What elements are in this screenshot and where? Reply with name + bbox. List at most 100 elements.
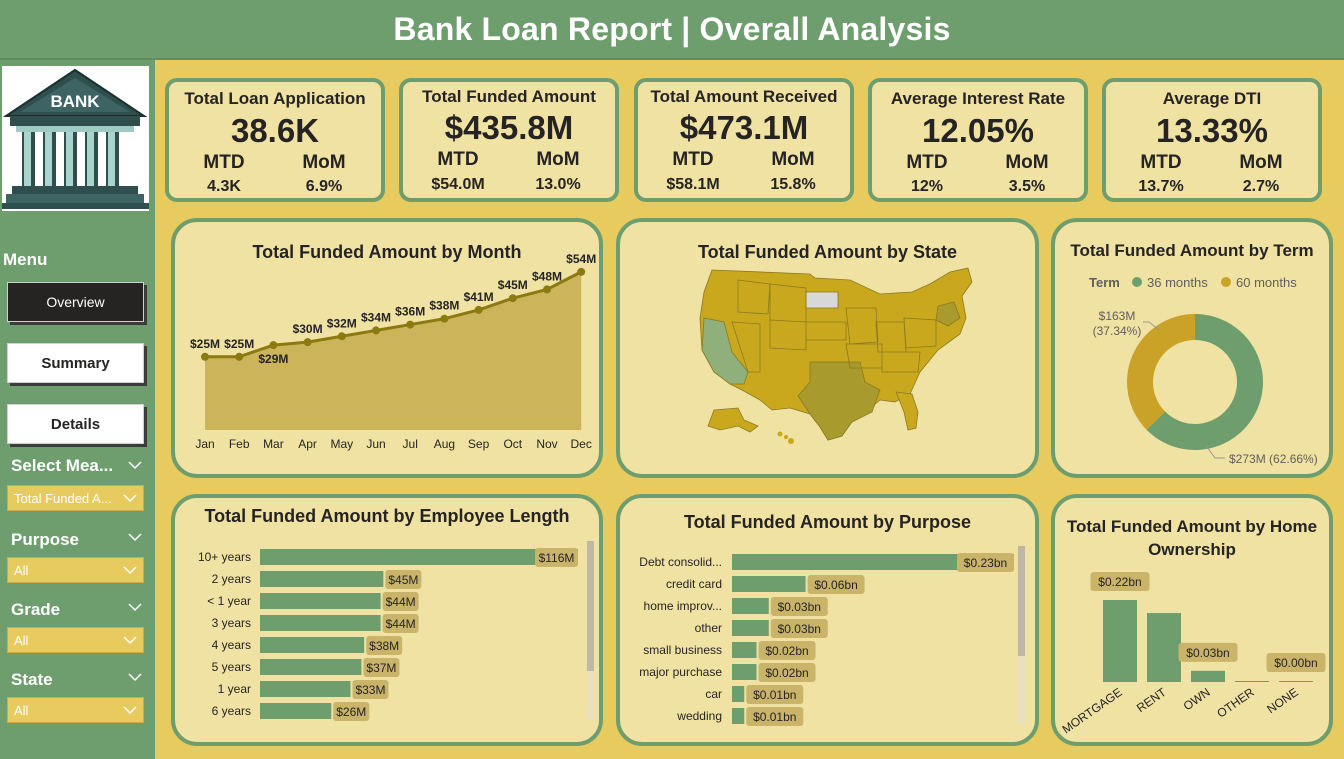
data-point[interactable] [508,294,517,303]
category-label: 1 year [218,682,251,696]
page-title: Bank Loan Report | Overall Analysis [393,10,951,47]
alaska-region[interactable] [707,407,759,433]
donut-slice[interactable] [1127,314,1195,430]
bar[interactable] [1279,681,1313,682]
bar[interactable] [732,664,757,680]
bar[interactable] [1103,600,1137,682]
data-point[interactable] [201,352,209,361]
data-label-bg [333,702,370,721]
kpi-value: $435.8M [444,109,574,146]
select-measure-dropdown[interactable]: Total Funded A... [7,485,144,511]
chart-title: Total Funded Amount by Employee Length [204,506,570,526]
data-label: $38M [429,299,459,313]
us-map-lower48[interactable] [699,267,973,441]
california-region [701,317,749,385]
data-point[interactable] [406,320,415,329]
purpose-dropdown[interactable]: All [7,557,144,583]
bar[interactable] [732,598,769,614]
data-point[interactable] [337,332,346,341]
bar[interactable] [732,554,1014,570]
us-state-map[interactable] [620,222,1035,474]
data-point[interactable] [440,314,449,323]
bar[interactable] [260,703,332,719]
term-donut-chart[interactable]: Term 36 months 60 months $273M (62.66%) $163… [1055,222,1329,474]
chart-card-purpose: Total Funded Amount by Purpose Debt cons… [616,494,1039,746]
chevron-down-icon[interactable] [128,460,142,470]
bar[interactable] [260,681,351,697]
menu-title: Menu [3,250,48,269]
legend-item[interactable]: 36 months [1147,275,1208,290]
kpi-mtd-label: MTD [203,152,245,173]
data-point[interactable] [474,305,483,314]
bar[interactable] [260,615,381,631]
state-value: All [14,702,29,718]
sidebar: BANK Menu Overview Summary Details Selec… [0,60,155,759]
kpi-mtd-label: MTD [1140,152,1182,173]
bar[interactable] [260,637,365,653]
legend-item[interactable]: 60 months [1236,275,1297,290]
bar[interactable] [732,708,745,724]
data-label: $0.03bn [778,600,821,614]
chart-card-state: Total Funded Amount by State [616,218,1039,478]
category-label: other [695,621,722,635]
data-label: $0.22bn [1098,575,1141,589]
hawaii-region[interactable] [777,431,795,445]
grade-dropdown[interactable]: All [7,627,144,653]
data-label: $54M [566,252,596,266]
category-label: home improv... [644,599,722,613]
data-point[interactable] [577,267,586,276]
bar[interactable] [1191,670,1225,682]
category-label: major purchase [639,665,722,679]
donut-slice[interactable] [1146,314,1263,450]
data-point[interactable] [303,338,312,347]
data-label: $25M [190,337,220,351]
x-tick-label: Jan [195,437,214,451]
bar[interactable] [732,686,745,702]
bar[interactable] [732,620,769,636]
employee-length-bar-chart[interactable]: 10+ years $116M 2 years $45M < 1 year $44M 3 y… [175,498,599,742]
details-button[interactable]: Details [7,404,144,444]
category-label: credit card [666,577,722,591]
data-label: $37M [366,661,396,675]
category-label: 2 years [212,572,251,586]
bar[interactable] [732,642,757,658]
x-tick-label: NONE [1264,685,1300,716]
data-point[interactable] [269,341,278,350]
chevron-down-icon[interactable] [128,672,142,682]
kpi-mom-value: 2.7% [1242,178,1280,195]
bar[interactable] [260,593,381,609]
bank-logo: BANK [2,66,149,211]
purpose-slicer-title: Purpose [11,530,80,549]
kpi-mom-label: MoM [1239,152,1283,173]
overview-button[interactable]: Overview [7,282,144,322]
data-label: $48M [532,269,562,283]
kpi-value: $473.1M [679,109,809,146]
purpose-bar-chart[interactable]: Debt consolid... $0.23bn credit card $0.06b… [620,498,1035,742]
bar[interactable] [1147,613,1181,682]
data-point[interactable] [235,352,244,361]
bar[interactable] [1235,681,1269,682]
x-tick-label: May [330,437,353,451]
home-ownership-bar-chart[interactable]: $0.22bn MORTGAGE RENT $0.03bn OWN OTHER $0.00b… [1055,498,1329,742]
bar[interactable] [732,576,806,592]
data-label-bg [746,685,804,704]
chevron-down-icon[interactable] [128,602,142,612]
x-tick-label: OTHER [1214,685,1257,721]
data-point[interactable] [543,285,551,294]
kpi-mtd-value: 12% [910,178,944,195]
kpi-mom-value: 3.5% [1008,178,1046,195]
chevron-down-icon[interactable] [128,532,142,542]
data-label: $273M (62.66%) [1229,452,1318,466]
month-area-chart[interactable]: $25M Jan $25M Feb $29M Mar $30M Apr $32M May $34M J… [175,222,599,474]
data-point[interactable] [372,326,380,335]
bar[interactable] [260,549,578,565]
scrollbar-thumb[interactable] [1018,546,1025,656]
category-label: small business [643,643,722,657]
bar[interactable] [260,659,362,675]
summary-button[interactable]: Summary [7,343,144,383]
kpi-title: Average Interest Rate [890,89,1066,108]
state-dropdown[interactable]: All [7,697,144,723]
scrollbar-thumb[interactable] [587,541,594,671]
kpi-mtd-value: 13.7% [1138,178,1184,195]
bar[interactable] [260,571,384,587]
